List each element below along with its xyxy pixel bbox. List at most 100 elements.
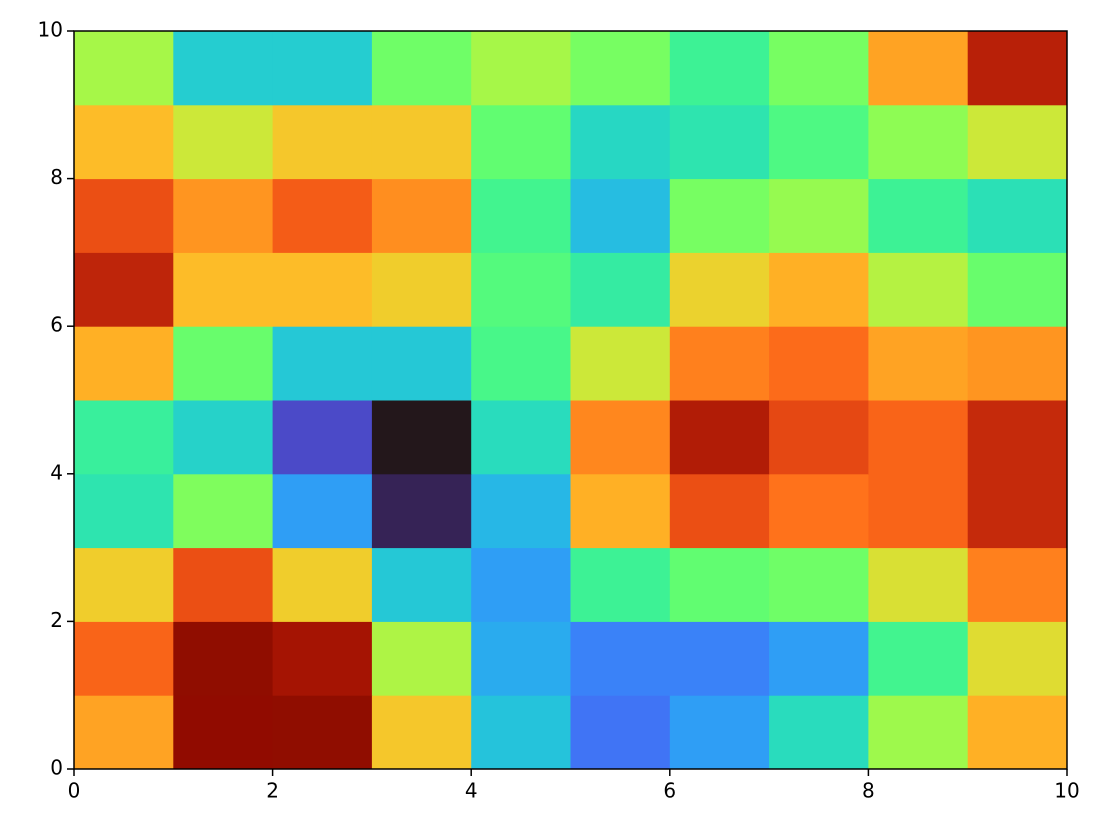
heat-cell [371, 31, 472, 106]
y-tick-label: 2 [50, 608, 63, 632]
heat-cell [570, 104, 671, 180]
heat-cell [371, 326, 472, 401]
heat-cell [967, 473, 1068, 549]
x-tick-label: 4 [465, 779, 478, 803]
heat-cell [173, 400, 274, 475]
x-tick-label: 6 [663, 779, 676, 803]
heat-cell [769, 400, 869, 475]
y-tick-label: 6 [50, 313, 63, 337]
heat-cell [669, 547, 770, 622]
heat-cell [967, 104, 1068, 180]
heat-cell [74, 547, 174, 622]
heat-cell [272, 400, 373, 475]
x-tick-label: 0 [68, 779, 81, 803]
heat-cell [471, 695, 571, 770]
heat-cell [74, 104, 174, 180]
plot-frame [73, 30, 1068, 770]
x-tick-label: 8 [862, 779, 875, 803]
heat-cell [868, 326, 969, 401]
heat-cell [967, 326, 1068, 401]
heat-cell [769, 178, 869, 253]
heat-cell [967, 547, 1068, 622]
heat-cell [967, 695, 1068, 770]
heat-cell [769, 473, 869, 549]
heat-cell [570, 31, 671, 106]
heat-cell [74, 400, 174, 475]
heat-cell [471, 326, 571, 401]
heat-cell [669, 621, 770, 696]
heat-cell [967, 252, 1068, 327]
heat-cell [173, 252, 274, 327]
heat-cell [173, 31, 274, 106]
heat-cell [669, 400, 770, 475]
y-tick-label: 0 [50, 756, 63, 780]
heat-cell [173, 104, 274, 180]
heat-cell [371, 695, 472, 770]
heat-cell [868, 547, 969, 622]
heat-cell [669, 104, 770, 180]
heat-cell [669, 252, 770, 327]
heat-cell [868, 695, 969, 770]
heat-cell [570, 473, 671, 549]
heat-cell [868, 178, 969, 253]
heat-cell [74, 326, 174, 401]
heat-cell [669, 695, 770, 770]
heat-cell [669, 178, 770, 253]
y-tick-label: 10 [38, 18, 63, 42]
heat-cell [173, 695, 274, 770]
heat-cell [967, 400, 1068, 475]
heat-cell [769, 621, 869, 696]
heat-cell [967, 178, 1068, 253]
heat-cell [570, 178, 671, 253]
heat-cell [471, 621, 571, 696]
heat-cell [769, 547, 869, 622]
heat-cell [669, 31, 770, 106]
heat-cell [371, 400, 472, 475]
heat-cell [371, 547, 472, 622]
y-tick-label: 8 [50, 165, 63, 189]
heat-cell [868, 473, 969, 549]
heat-cell [272, 326, 373, 401]
heat-cell [173, 473, 274, 549]
heat-cell [769, 31, 869, 106]
heat-cell [471, 104, 571, 180]
heat-cell [570, 400, 671, 475]
heat-cell [669, 473, 770, 549]
x-tick-label: 10 [1054, 779, 1079, 803]
heat-cell [74, 178, 174, 253]
heat-cell [570, 252, 671, 327]
heat-cell [570, 547, 671, 622]
heat-cell [173, 326, 274, 401]
heat-cell [371, 252, 472, 327]
heat-cell [272, 621, 373, 696]
heat-cell [272, 31, 373, 106]
heat-cell [669, 326, 770, 401]
heat-cell [371, 473, 472, 549]
heat-cell [173, 178, 274, 253]
heat-cell [570, 326, 671, 401]
heat-cell [769, 252, 869, 327]
heat-cell [272, 473, 373, 549]
x-tick-label: 2 [266, 779, 279, 803]
heat-cell [570, 621, 671, 696]
y-tick-label: 4 [50, 460, 63, 484]
heat-cell [868, 104, 969, 180]
heat-cell [471, 547, 571, 622]
heat-cell [471, 178, 571, 253]
heat-cell [173, 621, 274, 696]
heat-cell [371, 621, 472, 696]
heat-cell [272, 547, 373, 622]
heat-cell [868, 31, 969, 106]
heat-cell [371, 178, 472, 253]
heat-cell [173, 547, 274, 622]
heat-cell [371, 104, 472, 180]
heat-cell [769, 104, 869, 180]
heat-cell [74, 252, 174, 327]
heat-cell [471, 400, 571, 475]
heat-cell [272, 178, 373, 253]
heat-cell [570, 695, 671, 770]
heat-cell [471, 31, 571, 106]
heat-cell [272, 252, 373, 327]
heat-cell [74, 621, 174, 696]
